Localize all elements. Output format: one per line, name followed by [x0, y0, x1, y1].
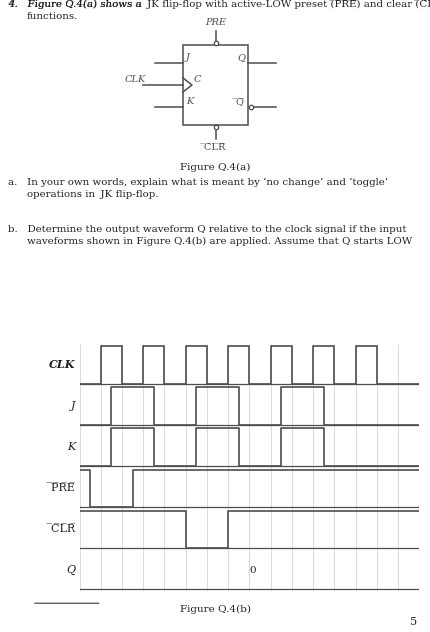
Text: K: K: [67, 442, 75, 452]
Text: ̅C̅L̅R̅: ̅C̅L̅R̅: [51, 525, 75, 534]
Text: waveforms shown in Figure Q.4(b) are applied. Assume that Q starts LOW: waveforms shown in Figure Q.4(b) are app…: [27, 237, 412, 246]
Text: 4.   Figure Q.4(a) shows a: 4. Figure Q.4(a) shows a: [8, 0, 145, 9]
Text: ̅P̅R̅E̅: ̅P̅R̅E̅: [51, 483, 75, 493]
Text: J: J: [186, 53, 190, 62]
Text: 5: 5: [410, 617, 417, 627]
Text: ̅Q̅: ̅Q̅: [237, 97, 245, 106]
Text: Figure Q.4(a): Figure Q.4(a): [180, 163, 250, 172]
Text: K: K: [186, 97, 193, 106]
Bar: [183, 45, 248, 125]
Text: 4.   Figure Q.4(a) shows a  JK flip-flop with active-LOW preset (̅P̅R̅E̅) and cl: 4. Figure Q.4(a) shows a JK flip-flop wi…: [8, 0, 430, 9]
Text: Q: Q: [237, 53, 245, 62]
Text: b.   Determine the output waveform Q relative to the clock signal if the input: b. Determine the output waveform Q relat…: [8, 225, 406, 234]
Text: C: C: [194, 75, 202, 84]
Text: J: J: [71, 401, 75, 411]
Text: Figure Q.4(b): Figure Q.4(b): [179, 605, 251, 614]
Text: Q: Q: [66, 566, 75, 575]
Text: 0: 0: [249, 566, 256, 575]
Text: functions.: functions.: [27, 12, 78, 21]
Text: a.   In your own words, explain what is meant by ‘no change’ and ‘toggle’: a. In your own words, explain what is me…: [8, 178, 388, 187]
Text: CLK: CLK: [49, 360, 75, 370]
Text: operations in  JK flip-flop.: operations in JK flip-flop.: [27, 190, 159, 199]
Text: PRE: PRE: [205, 18, 226, 27]
Text: CLK: CLK: [125, 75, 146, 84]
Text: ̅C̅L̅R̅: ̅C̅L̅R̅: [205, 143, 226, 152]
